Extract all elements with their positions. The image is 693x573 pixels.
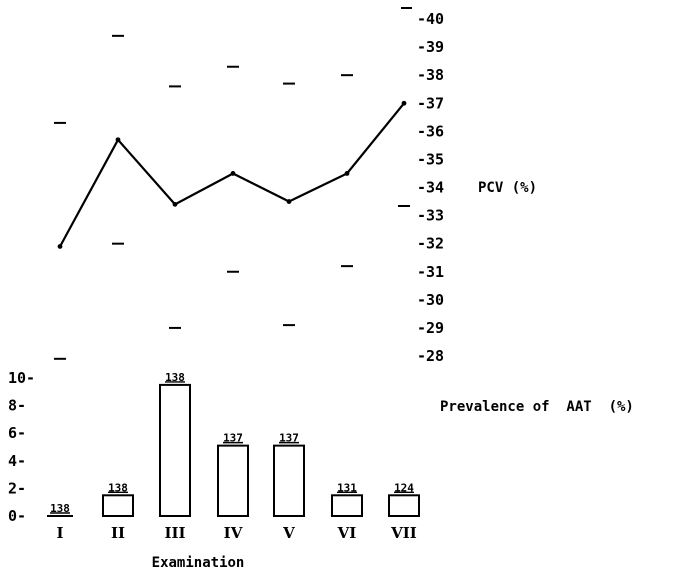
aat-bar-count: 138 — [50, 502, 70, 515]
pcv-line-series — [57, 100, 407, 249]
aat-bar — [217, 444, 249, 517]
pcv-tick-label: -35 — [417, 150, 444, 168]
pcv-tick-label: -31 — [417, 263, 444, 281]
pcv-point — [115, 137, 121, 143]
examination-tick-label: VII — [390, 524, 417, 542]
pcv-axis-ticks: -28 -29 -30 -31 -32 -33 -34 -35 -36 -37 -38 -39 -40 — [398, 7, 444, 365]
examination-tick-label: V — [282, 524, 295, 542]
pcv-point — [286, 199, 292, 204]
examination-tick-label: IV — [224, 524, 243, 542]
aat-tick-label: 2- — [8, 479, 26, 497]
pcv-tick-label: -40 — [417, 10, 444, 28]
aat-axis-ticks: 0- 2- 4- 6- 8- 10- — [8, 369, 35, 525]
aat-tick-label: 8- — [8, 397, 26, 415]
pcv-point — [57, 244, 63, 249]
aat-bar-count: 124 — [394, 481, 414, 494]
aat-bar — [273, 444, 305, 517]
pcv-point — [344, 171, 350, 176]
pcv-tick-label: -30 — [417, 291, 444, 309]
examination-tick-label: II — [111, 524, 125, 542]
aat-tick-label: 10- — [8, 369, 35, 387]
aat-bar — [388, 494, 420, 517]
aat-bar-count: 138 — [165, 371, 185, 384]
pcv-point — [230, 171, 236, 176]
pcv-point — [401, 100, 407, 106]
pcv-axis-title: PCV (%) — [478, 180, 537, 196]
pcv-tick-label: -32 — [417, 235, 444, 253]
pcv-tick-label: -36 — [417, 122, 444, 140]
pcv-tick-label: -34 — [417, 179, 444, 197]
pcv-point — [172, 201, 178, 207]
examination-tick-label: III — [164, 524, 185, 542]
aat-bar-series: 138 I 138 II 138 III 137 IV 137 V 131 VI 124 VII — [47, 371, 420, 542]
examination-axis-title: Examination — [152, 555, 245, 571]
aat-bar-count: 131 — [337, 481, 357, 494]
pcv-tick-label: -29 — [417, 319, 444, 337]
aat-bar-count: 138 — [108, 481, 128, 494]
pcv-tick-label: -39 — [417, 38, 444, 56]
aat-axis-title: Prevalence of AAT (%) — [440, 399, 634, 415]
pcv-tick-label: -37 — [417, 94, 444, 112]
pcv-error-bars — [54, 34, 353, 360]
aat-tick-label: 6- — [8, 424, 26, 442]
aat-bar-count: 137 — [223, 432, 243, 445]
aat-bar-count: 137 — [279, 432, 299, 445]
aat-tick-label: 4- — [8, 452, 26, 470]
pcv-tick-label: -33 — [417, 207, 444, 225]
examination-tick-label: VI — [337, 524, 357, 542]
examination-tick-label: I — [56, 524, 63, 542]
pcv-tick-label: -38 — [417, 66, 444, 84]
aat-bar — [331, 494, 363, 517]
pcv-tick-label: -28 — [417, 347, 444, 365]
aat-bar — [102, 494, 134, 517]
aat-tick-label: 0- — [8, 507, 26, 525]
aat-bar — [159, 383, 191, 517]
